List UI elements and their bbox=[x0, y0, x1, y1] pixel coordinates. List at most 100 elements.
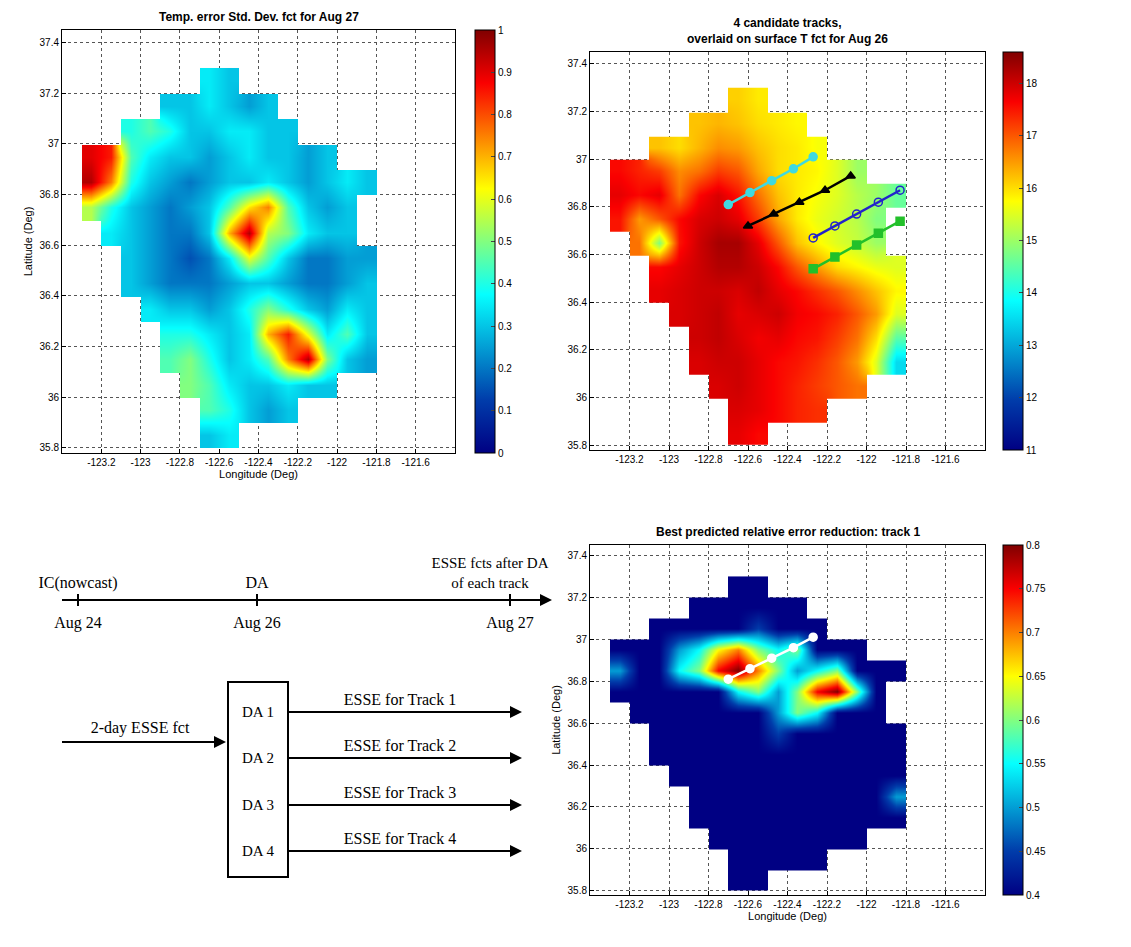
svg-text:DA 1: DA 1 bbox=[242, 704, 274, 720]
svg-text:11: 11 bbox=[1026, 445, 1037, 456]
svg-text:-122: -122 bbox=[856, 454, 876, 465]
svg-text:-121.6: -121.6 bbox=[402, 457, 431, 468]
svg-text:Latitude (Deg): Latitude (Deg) bbox=[550, 685, 562, 755]
svg-text:18: 18 bbox=[1026, 78, 1038, 89]
svg-text:0.5: 0.5 bbox=[498, 236, 512, 247]
svg-text:-121.8: -121.8 bbox=[892, 899, 921, 910]
svg-text:37.2: 37.2 bbox=[568, 592, 588, 603]
svg-text:37.2: 37.2 bbox=[40, 88, 60, 99]
svg-text:ESSE fcts after DA: ESSE fcts after DA bbox=[431, 555, 548, 571]
svg-text:0.5: 0.5 bbox=[1026, 802, 1040, 813]
svg-text:-122.4: -122.4 bbox=[773, 899, 802, 910]
svg-text:ESSE for Track 3: ESSE for Track 3 bbox=[344, 784, 456, 801]
svg-text:-122.2: -122.2 bbox=[813, 899, 842, 910]
svg-text:0.55: 0.55 bbox=[1026, 758, 1046, 769]
svg-text:-122.2: -122.2 bbox=[813, 454, 842, 465]
svg-text:36.6: 36.6 bbox=[568, 718, 588, 729]
svg-text:0.1: 0.1 bbox=[498, 405, 512, 416]
svg-text:36: 36 bbox=[576, 392, 588, 403]
svg-text:-122.4: -122.4 bbox=[773, 454, 802, 465]
svg-text:4 candidate tracks,overlaid on: 4 candidate tracks,overlaid on surface T… bbox=[687, 16, 888, 46]
svg-text:36.6: 36.6 bbox=[568, 249, 588, 260]
svg-text:ESSE for Track 1: ESSE for Track 1 bbox=[344, 691, 456, 708]
svg-text:0.8: 0.8 bbox=[498, 109, 512, 120]
svg-text:0.8: 0.8 bbox=[1026, 540, 1040, 551]
svg-text:DA 2: DA 2 bbox=[242, 750, 274, 766]
svg-text:-122.4: -122.4 bbox=[244, 457, 273, 468]
svg-text:-121.6: -121.6 bbox=[931, 454, 960, 465]
svg-text:36: 36 bbox=[48, 392, 60, 403]
svg-text:-123.2: -123.2 bbox=[615, 454, 644, 465]
svg-text:0.7: 0.7 bbox=[1026, 627, 1040, 638]
svg-text:36.2: 36.2 bbox=[568, 344, 588, 355]
svg-text:Latitude (Deg): Latitude (Deg) bbox=[22, 207, 34, 277]
svg-text:0.75: 0.75 bbox=[1026, 583, 1046, 594]
svg-text:Aug 26: Aug 26 bbox=[233, 614, 281, 632]
svg-text:15: 15 bbox=[1026, 235, 1038, 246]
svg-text:-123.2: -123.2 bbox=[615, 899, 644, 910]
svg-text:36.8: 36.8 bbox=[568, 201, 588, 212]
svg-text:-122.6: -122.6 bbox=[734, 899, 763, 910]
svg-text:-123: -123 bbox=[659, 899, 679, 910]
svg-text:-121.8: -121.8 bbox=[362, 457, 391, 468]
svg-text:Aug 24: Aug 24 bbox=[54, 614, 102, 632]
svg-text:DA: DA bbox=[245, 574, 269, 591]
svg-text:0.6: 0.6 bbox=[498, 194, 512, 205]
svg-text:35.8: 35.8 bbox=[40, 442, 60, 453]
svg-text:37: 37 bbox=[576, 634, 588, 645]
svg-text:0.4: 0.4 bbox=[498, 278, 512, 289]
svg-text:Longitude (Deg): Longitude (Deg) bbox=[748, 910, 827, 922]
svg-text:-123.2: -123.2 bbox=[87, 457, 116, 468]
svg-text:14: 14 bbox=[1026, 287, 1038, 298]
svg-text:36.4: 36.4 bbox=[40, 290, 60, 301]
svg-text:12: 12 bbox=[1026, 392, 1038, 403]
svg-text:36.6: 36.6 bbox=[40, 240, 60, 251]
svg-text:Aug 27: Aug 27 bbox=[486, 614, 534, 632]
svg-text:DA 3: DA 3 bbox=[242, 797, 274, 813]
svg-text:1: 1 bbox=[498, 25, 504, 36]
svg-text:ESSE for Track 2: ESSE for Track 2 bbox=[344, 737, 456, 754]
svg-text:-122.8: -122.8 bbox=[694, 454, 723, 465]
svg-text:36.4: 36.4 bbox=[568, 297, 588, 308]
svg-text:35.8: 35.8 bbox=[568, 885, 588, 896]
svg-text:-122.6: -122.6 bbox=[734, 454, 763, 465]
svg-text:0.7: 0.7 bbox=[498, 151, 512, 162]
svg-text:35.8: 35.8 bbox=[568, 440, 588, 451]
svg-text:37.2: 37.2 bbox=[568, 106, 588, 117]
svg-text:of each track: of each track bbox=[451, 575, 529, 591]
svg-text:-123: -123 bbox=[659, 454, 679, 465]
svg-text:0.9: 0.9 bbox=[498, 67, 512, 78]
svg-text:Best predicted relative error: Best predicted relative error reduction:… bbox=[656, 525, 920, 539]
svg-text:36.8: 36.8 bbox=[568, 676, 588, 687]
svg-text:37: 37 bbox=[576, 154, 588, 165]
svg-text:37.4: 37.4 bbox=[40, 37, 60, 48]
svg-text:37.4: 37.4 bbox=[568, 550, 588, 561]
svg-text:36.8: 36.8 bbox=[40, 189, 60, 200]
svg-text:ESSE for Track 4: ESSE for Track 4 bbox=[344, 830, 456, 847]
svg-text:Longitude (Deg): Longitude (Deg) bbox=[219, 468, 298, 480]
svg-text:37.4: 37.4 bbox=[568, 58, 588, 69]
svg-text:0.4: 0.4 bbox=[1026, 890, 1040, 901]
svg-text:-122: -122 bbox=[327, 457, 347, 468]
svg-text:0.2: 0.2 bbox=[498, 363, 512, 374]
svg-text:DA 4: DA 4 bbox=[242, 843, 275, 859]
svg-text:13: 13 bbox=[1026, 340, 1038, 351]
svg-text:2-day ESSE fct: 2-day ESSE fct bbox=[91, 719, 190, 737]
svg-text:37: 37 bbox=[48, 138, 60, 149]
svg-text:36: 36 bbox=[576, 843, 588, 854]
svg-text:36.2: 36.2 bbox=[40, 341, 60, 352]
svg-text:16: 16 bbox=[1026, 183, 1038, 194]
svg-text:IC(nowcast): IC(nowcast) bbox=[38, 574, 117, 592]
svg-text:0: 0 bbox=[498, 448, 504, 459]
svg-text:-122.8: -122.8 bbox=[694, 899, 723, 910]
svg-text:-121.6: -121.6 bbox=[931, 899, 960, 910]
svg-text:0.6: 0.6 bbox=[1026, 715, 1040, 726]
svg-text:-121.8: -121.8 bbox=[892, 454, 921, 465]
svg-text:0.65: 0.65 bbox=[1026, 671, 1046, 682]
svg-text:17: 17 bbox=[1026, 130, 1038, 141]
svg-text:-123: -123 bbox=[131, 457, 151, 468]
svg-text:-122: -122 bbox=[856, 899, 876, 910]
svg-text:Temp. error Std. Dev. fct for: Temp. error Std. Dev. fct for Aug 27 bbox=[159, 10, 359, 24]
svg-text:0.3: 0.3 bbox=[498, 321, 512, 332]
svg-text:36.4: 36.4 bbox=[568, 760, 588, 771]
